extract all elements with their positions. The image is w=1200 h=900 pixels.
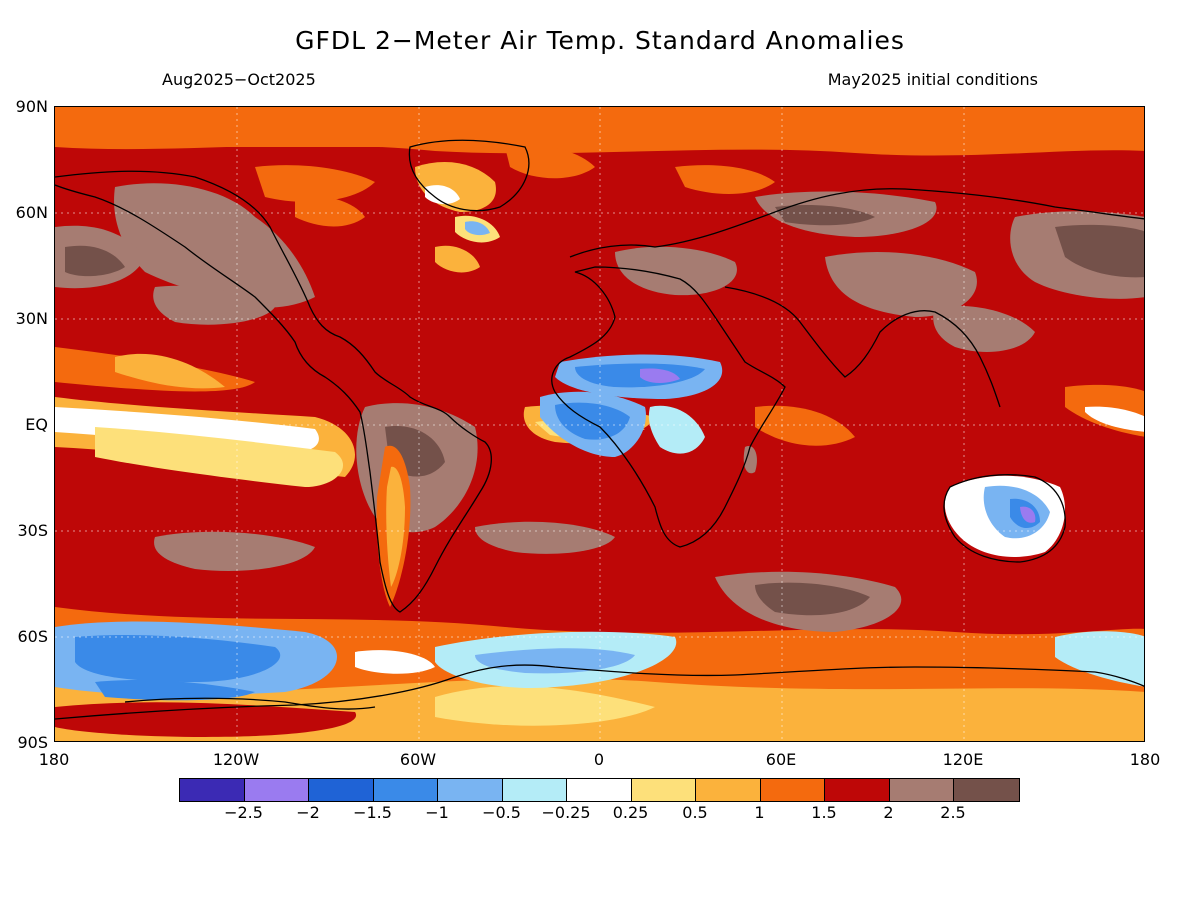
colorbar-tick-label: −2.5 [224,803,263,822]
colorbar-tick-label: −0.5 [482,803,521,822]
colorbar-swatch [244,779,309,801]
colorbar-tick-label: −2 [296,803,320,822]
lon-label-180w: 180 [38,750,70,769]
lat-label-60s: 60S [17,627,48,646]
colorbar-tick-label: 0.25 [612,803,649,822]
anomaly-map [54,106,1145,742]
lon-label-120e: 120E [942,750,984,769]
colorbar-swatch [567,779,632,801]
colorbar-swatch [373,779,438,801]
colorbar-swatch [180,779,245,801]
initial-conditions: May2025 initial conditions [827,70,1038,89]
lon-label-180e: 180 [1129,750,1161,769]
colorbar-tick-label: 1.5 [811,803,837,822]
colorbar-tick-label: 2.5 [940,803,966,822]
colorbar-swatch [502,779,567,801]
lat-label-eq: EQ [25,415,48,434]
colorbar-tick-label: −1 [425,803,449,822]
colorbar-swatch [696,779,761,801]
anomaly-map-canvas [55,107,1144,741]
colorbar-swatch [760,779,825,801]
colorbar-swatch [438,779,503,801]
colorbar-swatch [631,779,696,801]
lat-label-60n: 60N [15,203,48,222]
colorbar-tick-label: −1.5 [353,803,392,822]
lat-label-90n: 90N [15,97,48,116]
map-title: GFDL 2−Meter Air Temp. Standard Anomalie… [295,26,905,55]
colorbar-tick-label: −0.25 [541,803,591,822]
colorbar-tick-label: 1 [754,803,765,822]
colorbar-swatch [309,779,374,801]
colorbar [179,778,1020,802]
lon-label-60w: 60W [399,750,437,769]
forecast-period: Aug2025−Oct2025 [162,70,316,89]
lon-label-60e: 60E [765,750,797,769]
lat-label-90s: 90S [17,733,48,752]
colorbar-tick-label: 2 [883,803,894,822]
colorbar-swatch [954,779,1019,801]
colorbar-swatch [889,779,954,801]
lat-label-30s: 30S [17,521,48,540]
colorbar-swatch [825,779,890,801]
lon-label-0: 0 [593,750,605,769]
lon-label-120w: 120W [212,750,260,769]
lat-label-30n: 30N [15,309,48,328]
colorbar-tick-label: 0.5 [682,803,708,822]
